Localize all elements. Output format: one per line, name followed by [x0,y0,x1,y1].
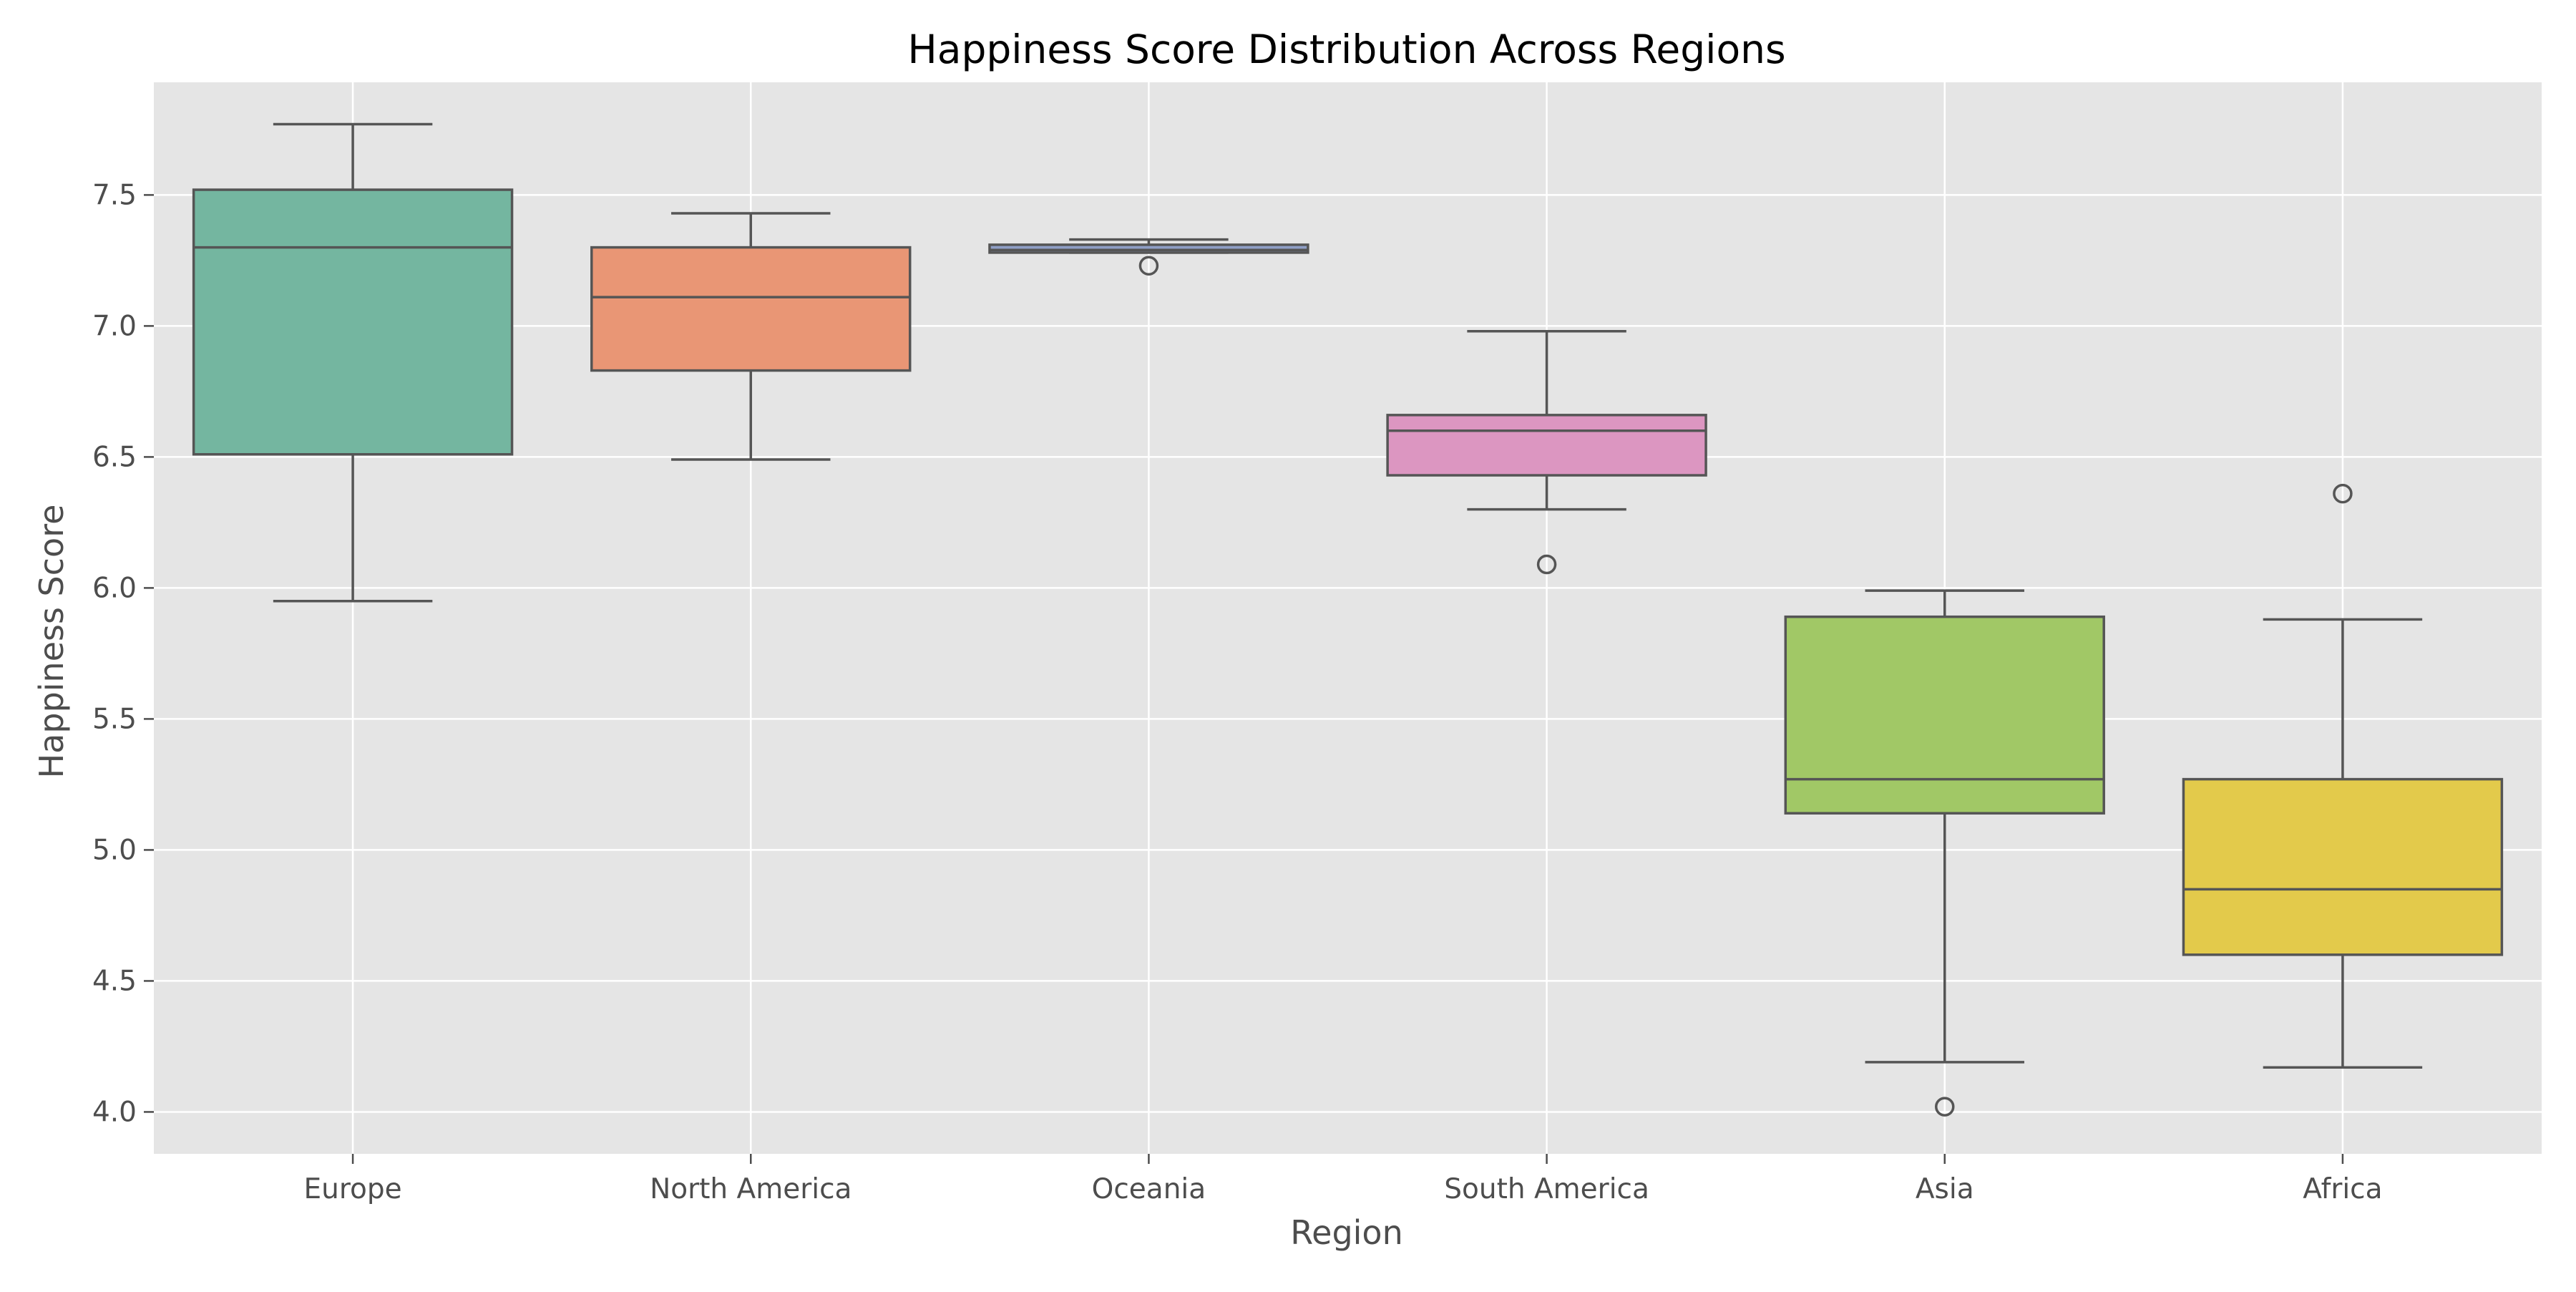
box-asia [1784,589,2105,1117]
iqr-box [988,243,1309,254]
x-tick-label: Africa [2303,1173,2382,1205]
y-tick-label: 6.0 [92,572,137,604]
y-axis-label: Happiness Score [32,505,71,779]
outlier-point [1138,256,1159,276]
x-tick-label: Oceania [1092,1173,1206,1205]
x-tick-label: North America [650,1173,852,1205]
x-axis-label: Region [1290,1213,1402,1252]
x-tick-label: South America [1444,1173,1649,1205]
y-tick-label: 7.0 [92,310,137,342]
iqr-box [192,188,514,456]
y-tick-label: 4.0 [92,1096,137,1128]
tick-layer: 4.0 4.5 5.0 5.5 6.0 6.5 7.0 7.5 Europe North Amer… [92,179,2383,1205]
plot-area [154,82,2542,1154]
box-europe [192,122,514,603]
box-north-america [590,212,912,461]
y-tick-label: 4.5 [92,965,137,997]
x-tick-label: Europe [304,1173,402,1205]
box-oceania [988,238,1309,276]
iqr-box [1386,414,1707,477]
y-tick-label: 5.5 [92,703,137,735]
x-tick-label: Asia [1916,1173,1974,1205]
outlier-point [1935,1097,1955,1117]
box-layer [192,122,2504,1117]
y-tick-label: 7.5 [92,179,137,211]
outlier-point [1536,554,1557,575]
iqr-box [2182,777,2504,956]
outlier-point [2333,483,2353,504]
box-africa [2182,483,2504,1069]
box-south-america [1386,329,1707,575]
iqr-box [1784,615,2105,815]
y-tick-label: 6.5 [92,441,137,473]
y-tick-label: 5.0 [92,834,137,866]
chart-title: Happiness Score Distribution Across Regi… [907,26,1785,72]
iqr-box [590,246,912,372]
